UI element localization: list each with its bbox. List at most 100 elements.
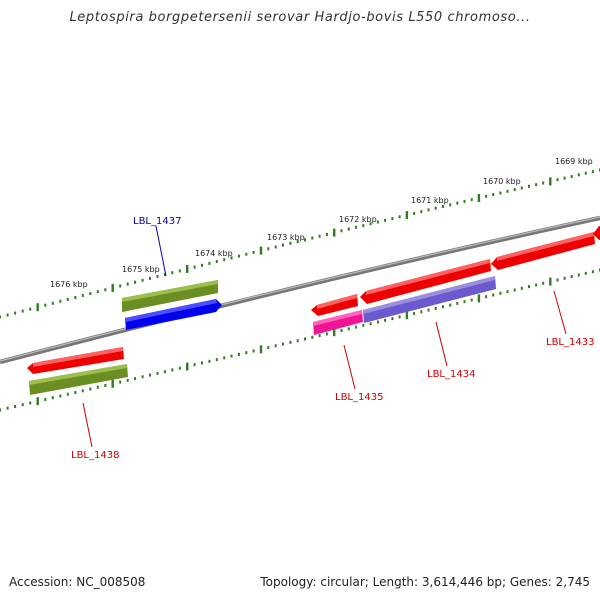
outer-track-minor-tick [149,276,151,280]
inner-track-minor-tick [413,312,416,315]
inner-track-minor-tick [513,288,516,292]
outer-track-minor-tick [340,229,343,233]
outer-track-minor-tick [104,288,107,292]
inner-track-minor-tick [223,356,226,360]
inner-track-minor-tick [29,401,32,405]
inner-track-major-tick [259,345,263,354]
gene-label-lbl-1434[interactable]: LBL_1434 [427,369,475,380]
tick-label-1675: 1675 kbp [122,265,160,274]
inner-track-minor-tick [96,385,99,389]
inner-scale-track [0,268,600,412]
outer-track-minor-tick [563,176,566,180]
outer-track-major-tick [405,211,409,220]
outer-track-minor-tick [520,186,523,190]
outer-track-minor-tick [163,273,166,277]
tick-label-1672: 1672 kbp [339,215,377,224]
gene-olive-1438[interactable] [29,364,128,395]
outer-track-minor-tick [577,173,580,177]
gene-label-lbl-1433[interactable]: LBL_1433 [546,337,594,348]
inner-track-minor-tick [44,398,47,401]
outer-track-minor-tick [0,315,1,319]
gene-label-lbl-1438[interactable]: LBL_1438 [71,450,119,461]
accession-label: Accession: NC_008508 [9,575,146,589]
outer-track-minor-tick [376,220,379,224]
inner-track-minor-tick [340,329,343,332]
outer-track-minor-tick [556,178,559,182]
inner-track-minor-tick [528,285,530,289]
outer-track-minor-tick [513,188,516,192]
inner-track-minor-tick [149,373,151,377]
outer-track-minor-tick [230,256,233,260]
outer-track-minor-tick [427,208,430,212]
outer-track-minor-tick [318,234,321,238]
inner-track-minor-tick [156,371,159,375]
inner-track-minor-tick [21,403,24,407]
outer-track-minor-tick [369,222,372,226]
outer-track-minor-tick [528,184,530,188]
outer-track-minor-tick [449,203,452,207]
outer-track-minor-tick [384,218,387,222]
outer-track-minor-tick [420,210,423,214]
chromosome-backbone-highlight [0,216,600,362]
gene-lbl-1437[interactable] [122,280,218,312]
tick-label-1673: 1673 kbp [267,233,305,242]
outer-track-minor-tick [74,296,77,299]
inner-track-minor-tick [506,290,509,294]
gene-label-lbl-1437[interactable]: LBL_1437 [133,216,181,227]
inner-track-minor-tick [384,318,387,322]
chromosome-backbone [0,215,600,365]
outer-track-minor-tick [14,311,17,315]
outer-track-minor-tick [506,189,509,193]
inner-track-minor-tick [427,308,430,312]
inner-track-minor-tick [0,408,1,412]
outer-track-minor-tick [126,282,129,286]
outer-track-minor-tick [51,301,54,305]
outer-track-minor-tick [237,254,240,258]
inner-track-minor-tick [398,315,401,319]
outer-track-minor-tick [570,175,573,178]
outer-track-major-tick [259,246,263,255]
inner-track-minor-tick [520,286,523,290]
gene-red-1434[interactable] [360,259,491,304]
inner-track-minor-tick [318,334,321,338]
inner-track-major-tick [333,328,336,337]
gene-lbl-1435-upper[interactable] [311,294,358,316]
gene-red-1433[interactable] [491,232,595,270]
outer-track-minor-tick [362,224,365,228]
tick-label-1676: 1676 kbp [50,280,88,289]
gene-red-partial[interactable] [593,226,600,240]
inner-track-minor-tick [282,342,284,346]
gene-pink-1435[interactable] [313,310,363,335]
outer-track-minor-tick [29,307,32,311]
outer-track-minor-tick [355,225,358,229]
outer-track-minor-tick [267,247,270,251]
inner-track-minor-tick [535,283,538,287]
outer-track-minor-tick [245,252,248,256]
gene-blue-1437[interactable] [125,299,222,330]
outer-track-major-tick [333,228,336,237]
tick-label-1671: 1671 kbp [411,196,449,205]
leader-line-1437 [155,225,167,277]
inner-track-minor-tick [470,298,473,302]
inner-track-minor-tick [499,291,502,295]
outer-track-minor-tick [274,245,277,249]
inner-track-minor-tick [449,303,452,307]
inner-track-minor-tick [104,384,107,387]
tick-label-1669: 1669 kbp [555,157,593,166]
gene-label-lbl-1435[interactable]: LBL_1435 [335,392,383,403]
outer-track-minor-tick [413,211,416,215]
leader-line-1434 [435,321,448,367]
inner-track-minor-tick [492,293,495,297]
inner-track-minor-tick [267,346,270,350]
inner-track-minor-tick [591,270,594,274]
inner-track-minor-tick [230,354,233,358]
inner-track-minor-tick [14,405,17,408]
inner-track-major-tick [405,311,409,320]
outer-track-minor-tick [282,243,284,247]
gene-red-1438[interactable] [27,347,124,374]
inner-track-minor-tick [66,392,69,396]
outer-scale-track [0,168,600,319]
gene-slate-1434[interactable] [363,276,496,323]
leader-line-1433 [553,290,567,335]
